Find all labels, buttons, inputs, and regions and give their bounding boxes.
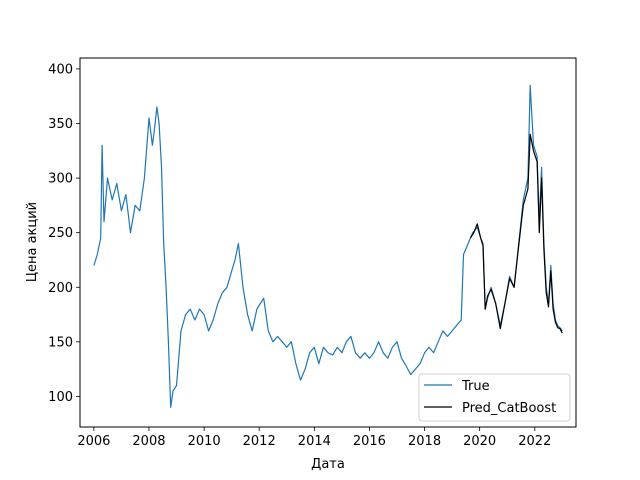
x-tick-label: 2022 — [518, 434, 551, 449]
y-tick-label: 350 — [48, 117, 73, 132]
y-tick-label: 150 — [48, 335, 73, 350]
y-tick-label: 200 — [48, 281, 73, 296]
legend: True Pred_CatBoost — [418, 373, 571, 422]
y-axis: 100 150 200 250 300 350 400 — [48, 62, 80, 405]
y-tick-label: 250 — [48, 226, 73, 241]
series-line-pred-catboost — [469, 133, 563, 334]
x-tick-label: 2010 — [188, 434, 221, 449]
x-tick-label: 2014 — [298, 434, 331, 449]
y-tick-label: 300 — [48, 172, 73, 187]
x-tick-label: 2016 — [353, 434, 386, 449]
plot-background — [80, 58, 576, 427]
x-tick-label: 2006 — [77, 434, 110, 449]
plot-frame — [79, 57, 577, 428]
x-axis: 2006 2008 2010 2012 2014 2016 2018 2020 2022 — [77, 427, 551, 449]
y-tick-label: 100 — [48, 390, 73, 405]
legend-label-pred-catboost: Pred_CatBoost — [462, 401, 556, 416]
series-layer — [93, 84, 563, 408]
x-tick-label: 2008 — [132, 434, 165, 449]
y-tick-label: 400 — [48, 62, 73, 77]
y-axis-label: Цена акций — [25, 202, 40, 282]
x-tick-label: 2018 — [408, 434, 441, 449]
x-tick-label: 2012 — [243, 434, 276, 449]
x-axis-label: Дата — [311, 457, 345, 472]
legend-label-true: True — [461, 379, 490, 394]
legend-box — [418, 373, 571, 422]
x-tick-label: 2020 — [463, 434, 496, 449]
